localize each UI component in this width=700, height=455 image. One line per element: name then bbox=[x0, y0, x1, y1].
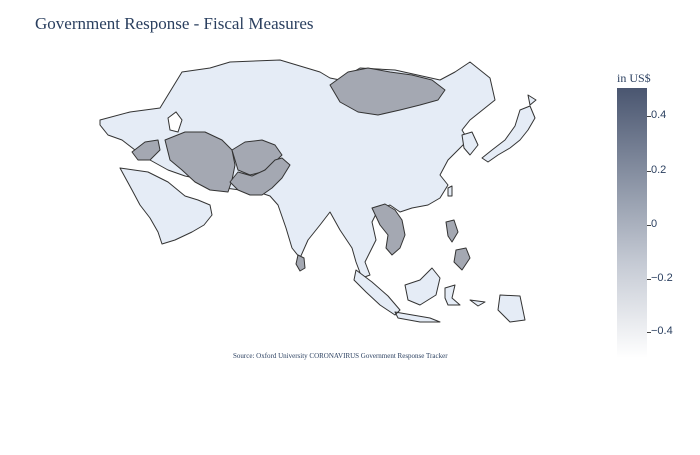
region-borneo[interactable] bbox=[404, 267, 441, 306]
region-sri-lanka[interactable] bbox=[295, 254, 306, 272]
region-mongolia[interactable] bbox=[329, 67, 446, 116]
region-arabian-peninsula[interactable] bbox=[119, 167, 213, 245]
region-japan[interactable] bbox=[481, 94, 537, 163]
colorbar-tick-label: 0 bbox=[651, 218, 658, 230]
region-philippines[interactable] bbox=[445, 219, 471, 271]
region-taiwan[interactable] bbox=[447, 185, 453, 197]
colorbar-tick-label: 0.2 bbox=[651, 164, 667, 176]
region-indonesia[interactable] bbox=[353, 269, 441, 323]
source-note: Source: Oxford University CORONAVIRUS Go… bbox=[233, 352, 448, 360]
colorbar-title: in US$ bbox=[617, 71, 651, 85]
colorbar-tickmark bbox=[647, 279, 651, 280]
colorbar-tickmark bbox=[647, 171, 651, 172]
region-pakistan[interactable] bbox=[229, 157, 291, 196]
colorbar-tick-label: 0.4 bbox=[651, 109, 667, 121]
region-laos-vietnam-cambodia[interactable] bbox=[371, 203, 406, 256]
colorbar-tickmark bbox=[647, 225, 651, 226]
colorbar bbox=[617, 88, 647, 358]
region-sulawesi[interactable] bbox=[444, 284, 526, 323]
caspian-sea bbox=[167, 111, 183, 133]
region-syria-iraq-area[interactable] bbox=[131, 139, 161, 161]
colorbar-tickmark bbox=[647, 332, 651, 333]
colorbar-tickmark bbox=[647, 116, 651, 117]
colorbar-tick-label: −0.4 bbox=[651, 325, 673, 337]
chart-title: Government Response - Fiscal Measures bbox=[35, 14, 314, 33]
colorbar-tick-label: −0.2 bbox=[651, 272, 673, 284]
region-korea[interactable] bbox=[461, 131, 479, 156]
